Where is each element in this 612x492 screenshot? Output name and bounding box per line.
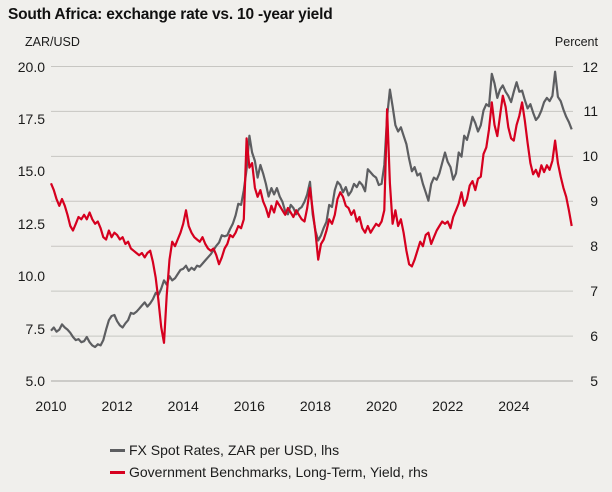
y-axis-tick-left: 12.5 <box>17 215 45 232</box>
y-axis-tick-right: 11 <box>583 103 598 120</box>
x-axis-tick: 2024 <box>498 398 530 414</box>
x-axis-tick: 2012 <box>101 398 133 414</box>
yield-series-label: Government Benchmarks, Long-Term, Yield,… <box>129 464 428 480</box>
yield-series-line <box>49 94 573 344</box>
x-axis-tick: 2010 <box>35 398 67 414</box>
right-axis-unit-label: Percent <box>554 35 598 49</box>
y-axis-tick-left: 7.5 <box>25 320 45 337</box>
yield-series-swatch <box>110 470 125 474</box>
y-axis-tick-left: 20.0 <box>17 58 45 75</box>
y-axis-tick-left: 17.5 <box>17 110 45 127</box>
legend-row-fx: FX Spot Rates, ZAR per USD, lhs <box>110 439 428 461</box>
y-axis-tick-right: 6 <box>590 328 598 345</box>
chart-title: South Africa: exchange rate vs. 10 -year… <box>8 6 333 23</box>
x-axis-tick: 2014 <box>167 398 199 414</box>
x-axis-tick: 2016 <box>233 398 265 414</box>
y-axis-tick-left: 10.0 <box>17 268 45 285</box>
x-axis-tick: 2020 <box>366 398 398 414</box>
legend: FX Spot Rates, ZAR per USD, lhs Governme… <box>110 439 428 483</box>
y-axis-tick-right: 5 <box>590 373 598 389</box>
y-axis-tick-right: 8 <box>590 238 598 255</box>
fx-series-label: FX Spot Rates, ZAR per USD, lhs <box>129 442 340 458</box>
x-axis-tick: 2022 <box>432 398 464 414</box>
y-axis-tick-right: 9 <box>590 193 598 210</box>
left-axis-unit-label: ZAR/USD <box>25 35 80 49</box>
y-axis-tick-right: 10 <box>582 148 598 165</box>
y-axis-tick-left: 15.0 <box>17 163 45 180</box>
x-axis-tick: 2018 <box>299 398 332 414</box>
y-axis-tick-right: 7 <box>590 283 598 300</box>
legend-row-yield: Government Benchmarks, Long-Term, Yield,… <box>110 461 428 483</box>
y-axis-tick-right: 12 <box>582 58 598 75</box>
fx-series-swatch <box>110 448 125 452</box>
y-axis-tick-left: 5.0 <box>25 373 45 389</box>
